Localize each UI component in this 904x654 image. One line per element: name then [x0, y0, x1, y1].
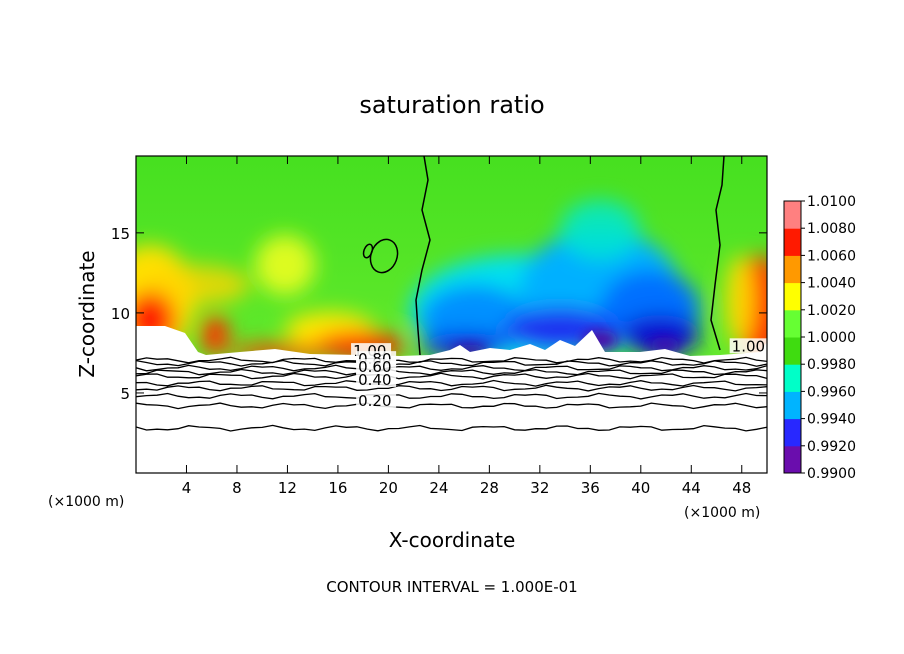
contour-line [136, 368, 767, 376]
contour-label: 0.60 [358, 358, 391, 376]
colorbar-tick-label: 1.0040 [807, 276, 856, 292]
colorbar-tick-label: 1.0000 [807, 330, 856, 346]
x-tick-label: 48 [732, 479, 751, 497]
colorbar-tick-label: 1.0080 [807, 221, 856, 237]
colorbar-swatch [784, 201, 801, 229]
x-tick-label: 4 [182, 479, 192, 497]
colorbar-swatch [784, 391, 801, 420]
x-unit-label-right: (×1000 m) [684, 505, 760, 521]
contour-interval-footer: CONTOUR INTERVAL = 1.000E-01 [326, 578, 577, 596]
contour-line [136, 424, 767, 432]
contour-label: 0.40 [358, 371, 391, 389]
colorbar-tick-label: 0.9960 [807, 384, 856, 400]
contour-line [136, 372, 767, 380]
contour-label: 1.00 [732, 337, 765, 355]
colorbar-swatch [784, 445, 801, 474]
x-axis: 4 8 12 16 20 24 28 32 36 40 44 48 [182, 156, 751, 497]
colorbar-swatch [784, 228, 801, 256]
colorbar: 1.0100 1.0080 1.0060 1.0040 1.0020 1.0000 0.99… [783, 194, 856, 482]
y-axis-label: Z-coordinate [75, 250, 99, 377]
upper-contours [362, 156, 725, 356]
x-tick-label: 12 [278, 479, 297, 497]
contour-label-bg [356, 359, 397, 375]
contour-line [136, 364, 767, 372]
x-tick-label: 24 [429, 479, 448, 497]
colorbar-swatch [784, 309, 801, 338]
contour-label-bg [356, 392, 397, 408]
colorbar-swatch [784, 364, 801, 392]
x-tick-label: 32 [530, 479, 549, 497]
contour-label: 0.20 [358, 392, 391, 410]
colorbar-tick-label: 0.9980 [807, 357, 856, 373]
field-blobs [136, 200, 767, 365]
y-tick-label: 15 [111, 225, 130, 243]
y-tick-label: 5 [120, 385, 130, 403]
x-tick-label: 20 [379, 479, 398, 497]
colorbar-tick-label: 0.9920 [807, 439, 856, 455]
contour-line [136, 359, 767, 367]
x-tick-label: 44 [682, 479, 701, 497]
x-tick-label: 36 [581, 479, 600, 497]
chart-title: saturation ratio [359, 91, 544, 119]
contour-line [136, 384, 767, 392]
contour-line [136, 392, 767, 400]
colorbar-swatch [784, 255, 801, 284]
x-axis-label: X-coordinate [389, 528, 516, 552]
plot-frame [135, 155, 768, 474]
x-tick-label: 40 [631, 479, 650, 497]
colorbar-swatch [784, 418, 801, 447]
saturation-field [136, 156, 767, 473]
colorbar-swatch [784, 337, 801, 365]
colorbar-swatch [784, 282, 801, 311]
contour-line [136, 402, 767, 410]
contour-line [136, 379, 767, 387]
colorbar-tick-label: 1.0020 [807, 303, 856, 319]
contour-label-bg [356, 371, 397, 387]
contour-line [136, 356, 767, 364]
contour-labels: 1.000.800.600.400.201.00 [351, 337, 770, 410]
colorbar-tick-label: 0.9900 [807, 466, 856, 482]
y-tick-label: 10 [111, 305, 130, 323]
x-tick-label: 16 [328, 479, 347, 497]
colorbar-tick-label: 0.9940 [807, 412, 856, 428]
x-tick-label: 28 [480, 479, 499, 497]
colorbar-tick-label: 1.0060 [807, 248, 856, 264]
x-tick-label: 8 [232, 479, 242, 497]
x-unit-label-left: (×1000 m) [48, 494, 124, 510]
contour-label-bg [729, 338, 770, 354]
colorbar-tick-label: 1.0100 [807, 194, 856, 210]
y-axis: 5 10 15 [111, 225, 767, 403]
lower-contours [136, 356, 767, 432]
